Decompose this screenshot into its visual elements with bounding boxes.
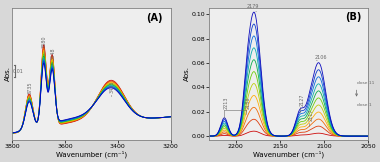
- Y-axis label: Abs.: Abs.: [184, 66, 190, 81]
- Text: 2106: 2106: [314, 55, 327, 60]
- Y-axis label: Abs.: Abs.: [5, 66, 11, 81]
- Text: 0.01: 0.01: [13, 69, 24, 74]
- Text: dose 1: dose 1: [356, 103, 371, 107]
- Text: 2127: 2127: [299, 93, 304, 106]
- Text: dose 11: dose 11: [356, 81, 374, 85]
- Text: 2188: 2188: [245, 97, 251, 109]
- X-axis label: Wavenumber (cm⁻¹): Wavenumber (cm⁻¹): [56, 150, 127, 158]
- Text: 2179: 2179: [246, 4, 259, 9]
- Text: 2213: 2213: [223, 97, 229, 109]
- X-axis label: Wavenumber (cm⁻¹): Wavenumber (cm⁻¹): [253, 150, 324, 158]
- Text: (B): (B): [345, 12, 362, 22]
- Text: 3680: 3680: [42, 36, 47, 48]
- Text: 3735: 3735: [28, 81, 33, 94]
- Text: (A): (A): [146, 13, 163, 23]
- Text: 3425: 3425: [109, 80, 114, 93]
- Text: 3648: 3648: [50, 47, 55, 60]
- Text: 2117: 2117: [308, 109, 313, 122]
